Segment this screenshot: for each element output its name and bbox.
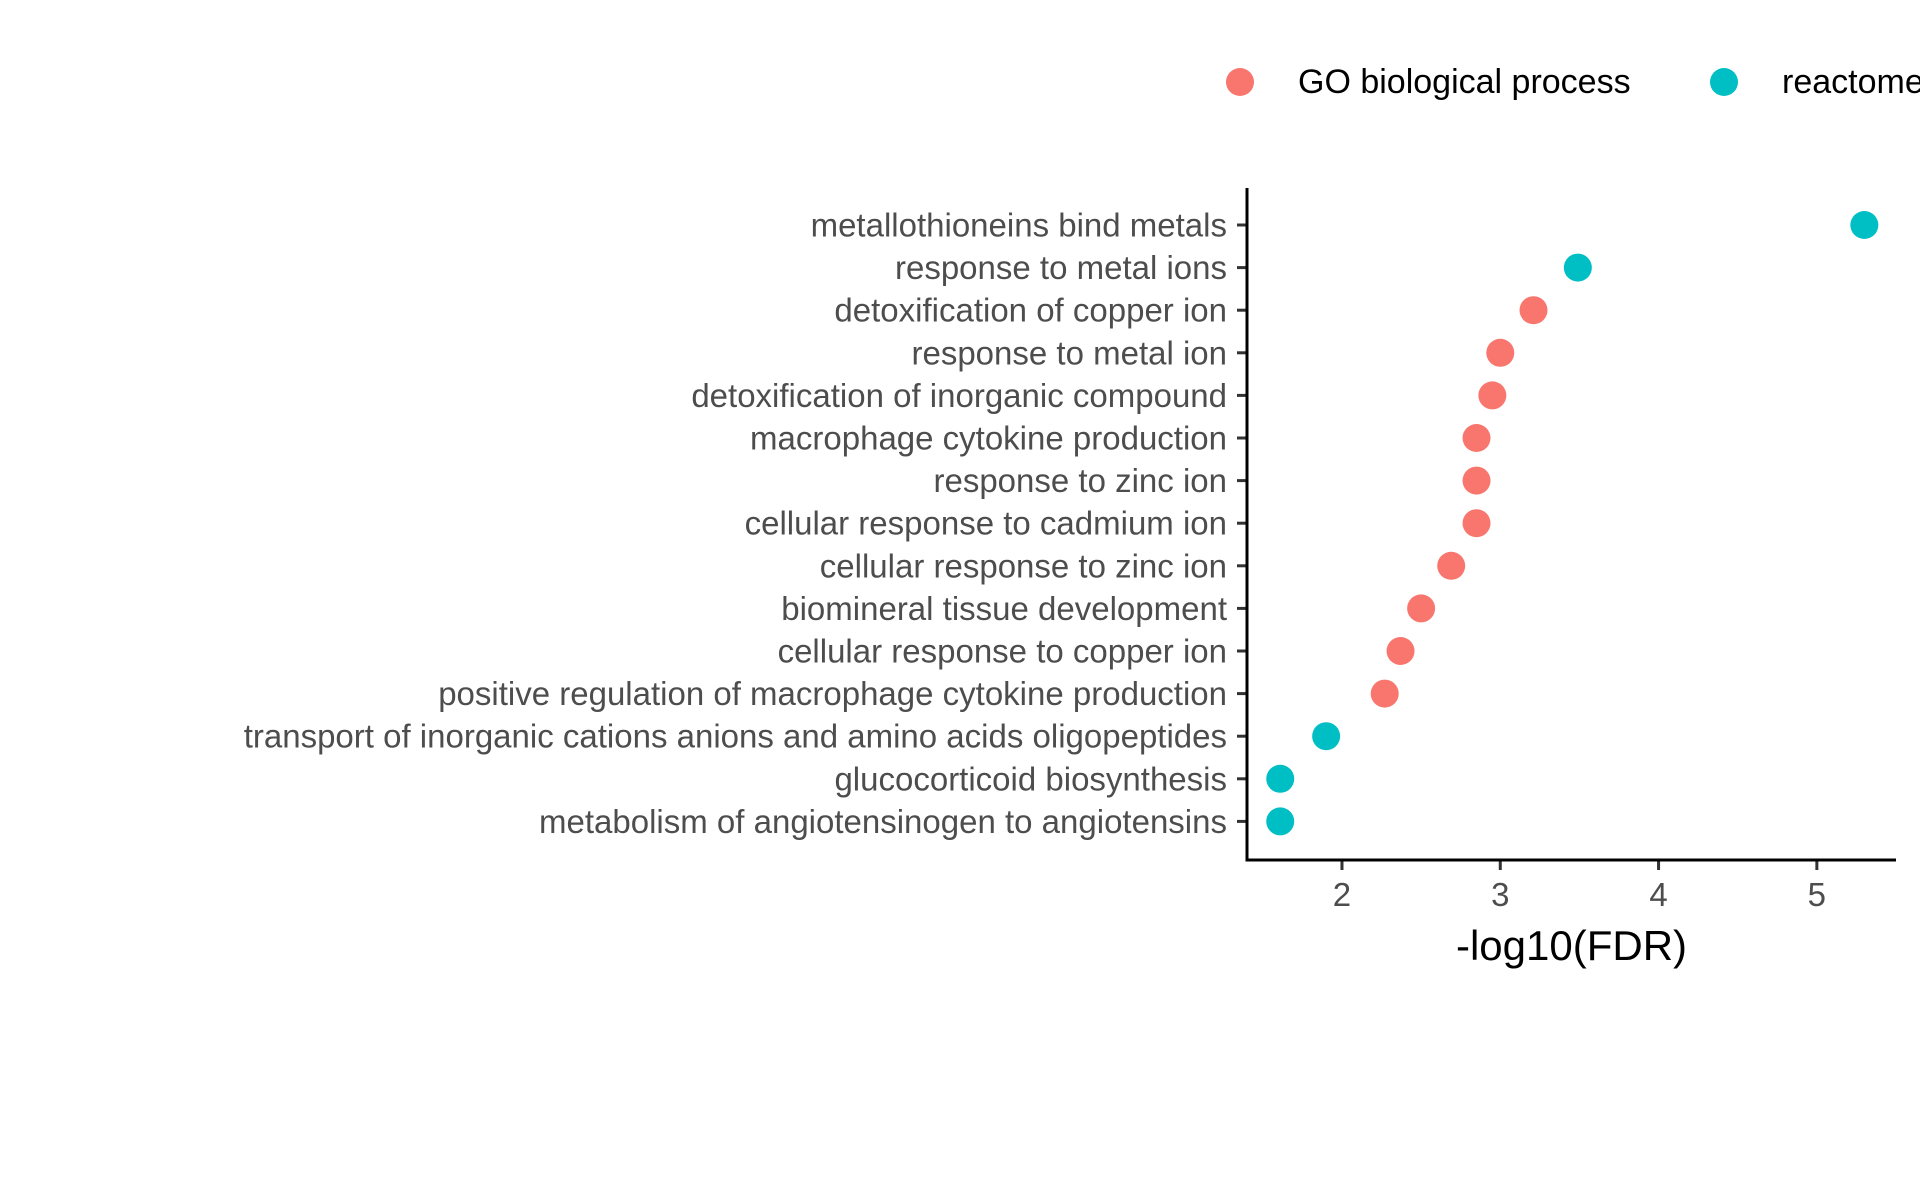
data-point [1850, 211, 1879, 239]
y-tick-label: macrophage cytokine production [750, 420, 1227, 457]
data-point [1462, 424, 1491, 452]
legend-label: GO biological process [1298, 63, 1631, 101]
data-point [1462, 509, 1491, 538]
data-point [1266, 807, 1295, 836]
y-tick-label: transport of inorganic cations anions an… [244, 718, 1227, 755]
y-tick-label: cellular response to zinc ion [820, 547, 1227, 584]
data-point [1370, 679, 1399, 708]
data-point [1386, 637, 1415, 665]
data-point [1462, 466, 1491, 495]
y-tick-label: detoxification of inorganic compound [691, 377, 1227, 414]
y-tick-label: glucocorticoid biosynthesis [834, 760, 1227, 797]
data-point [1486, 338, 1515, 367]
data-point [1437, 551, 1466, 580]
legend-key [1710, 68, 1738, 96]
y-tick-label: metabolism of angiotensinogen to angiote… [539, 803, 1227, 840]
y-tick-label: detoxification of copper ion [834, 292, 1227, 329]
x-tick-label: 3 [1491, 876, 1509, 913]
x-axis-ticks: 2 3 4 5 [1333, 860, 1826, 913]
legend: GO biological process reactome [1226, 63, 1920, 101]
data-points [1266, 211, 1879, 836]
data-point [1519, 296, 1548, 325]
data-point [1563, 253, 1592, 282]
y-tick-label: cellular response to copper ion [778, 633, 1227, 670]
data-point [1407, 594, 1436, 623]
data-point [1478, 381, 1507, 410]
x-tick-label: 2 [1333, 876, 1351, 913]
legend-key [1226, 68, 1254, 96]
x-axis-title: -log10(FDR) [1456, 922, 1687, 969]
x-tick-label: 5 [1808, 876, 1826, 913]
y-tick-label: biomineral tissue development [781, 590, 1227, 627]
data-point [1312, 722, 1341, 751]
y-tick-label: metallothioneins bind metals [811, 207, 1227, 244]
y-tick-label: response to metal ion [911, 334, 1227, 371]
x-tick-label: 4 [1649, 876, 1667, 913]
y-axis-ticks: metallothioneins bind metals response to … [244, 207, 1247, 840]
y-tick-label: response to zinc ion [933, 462, 1227, 499]
data-point [1266, 764, 1295, 793]
y-tick-label: response to metal ions [895, 249, 1227, 286]
legend-label: reactome [1782, 63, 1920, 101]
y-tick-label: cellular response to cadmium ion [745, 505, 1227, 542]
y-tick-label: positive regulation of macrophage cytoki… [438, 675, 1227, 712]
